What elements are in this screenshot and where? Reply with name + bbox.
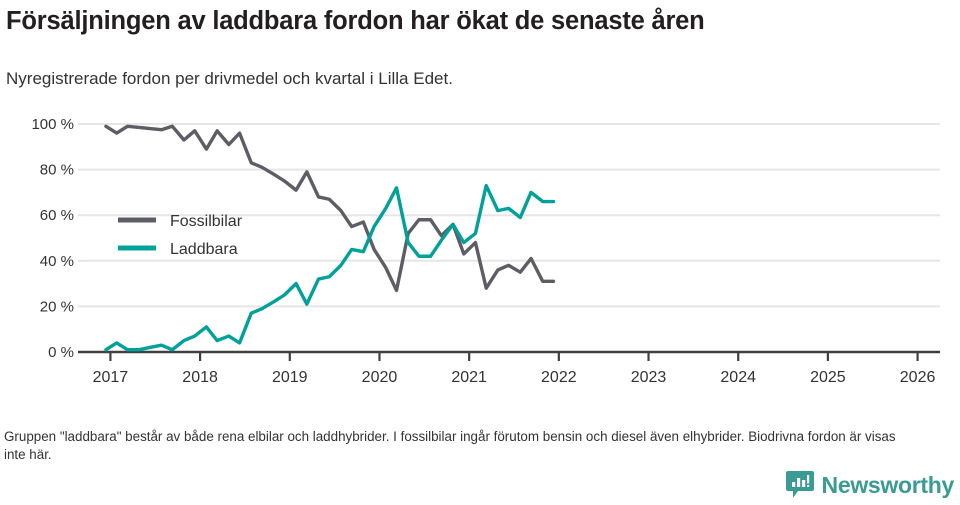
x-tick-label: 2019 (272, 369, 308, 386)
y-axis-tick-labels: 0 % 20 % 40 % 60 % 80 % 100 % (31, 116, 74, 361)
y-tick-label: 0 % (48, 344, 74, 361)
y-tick-label: 20 % (40, 298, 74, 315)
fossilbilar-line (104, 124, 556, 293)
y-tick-label: 80 % (40, 162, 74, 179)
legend-label: Laddbara (170, 241, 238, 258)
x-axis (78, 350, 940, 361)
line-chart: 0 % 20 % 40 % 60 % 80 % 100 % 2017 2018 2019 202… (31, 116, 940, 386)
grid-lines (78, 123, 940, 353)
x-tick-label: 2021 (451, 369, 487, 386)
newsworthy-logo: Newsworthy (785, 470, 955, 500)
x-axis-tick-labels: 2017 2018 2019 2020 2021 2022 2023 2024 2025 2026 (93, 369, 936, 386)
chart-footnote: Gruppen "laddbara" består av både rena e… (4, 429, 896, 462)
chart-container: 0 % 20 % 40 % 60 % 80 % 100 % 2017 2018 2019 202… (0, 108, 960, 398)
series-laddbara (104, 183, 556, 352)
page-subtitle: Nyregistrerade fordon per drivmedel och … (6, 69, 453, 88)
logo-wordmark: Newsworthy (821, 471, 955, 498)
laddbara-line (104, 183, 556, 352)
x-tick-label: 2018 (182, 369, 218, 386)
x-tick-label: 2020 (362, 369, 398, 386)
x-tick-label: 2026 (900, 369, 936, 386)
page-title: Försäljningen av laddbara fordon har öka… (6, 7, 705, 35)
y-tick-label: 100 % (31, 116, 74, 133)
bar-chart-speech-bubble-icon (785, 470, 814, 500)
legend-label: Fossilbilar (170, 213, 243, 230)
x-tick-label: 2023 (631, 369, 667, 386)
x-tick-label: 2025 (810, 369, 846, 386)
y-tick-label: 60 % (40, 207, 74, 224)
y-tick-label: 40 % (40, 253, 74, 270)
chart-legend: Fossilbilar Laddbara (118, 213, 243, 258)
x-tick-label: 2022 (541, 369, 577, 386)
x-tick-label: 2024 (720, 369, 756, 386)
logo-svg (785, 471, 814, 498)
x-tick-label: 2017 (93, 369, 129, 386)
series-fossilbilar (104, 124, 556, 293)
